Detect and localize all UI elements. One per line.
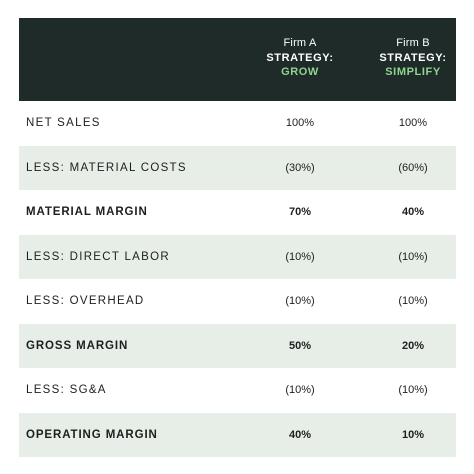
firm-b-name: Firm B (396, 37, 430, 49)
firm-b-value: (10%) (398, 250, 428, 263)
row-label: NET SALES (26, 117, 101, 129)
firm-a-value: (10%) (285, 384, 315, 396)
row-label: LESS: MATERIAL COSTS (26, 161, 187, 174)
firm-b-column-header: Firm B STRATEGY: SIMPLIFY (358, 36, 468, 80)
firm-b-value: 20% (401, 339, 425, 352)
firm-b-value: (60%) (398, 161, 428, 174)
table-row: MATERIAL MARGIN 70% 40% (19, 190, 456, 235)
row-label: GROSS MARGIN (26, 339, 129, 352)
table-row: OPERATING MARGIN 40% 10% (19, 412, 456, 457)
row-label: OPERATING MARGIN (26, 428, 158, 441)
table-row: GROSS MARGIN 50% 20% (19, 323, 456, 368)
firm-a-value: (30%) (285, 161, 315, 174)
firm-b-value: 10% (401, 428, 425, 441)
firm-a-value: (10%) (285, 250, 315, 263)
firm-a-value: (10%) (285, 295, 315, 307)
firm-b-strategy-label: STRATEGY: (379, 51, 447, 64)
firm-b-strategy-name: SIMPLIFY (385, 66, 441, 78)
margin-comparison-table: Firm A STRATEGY: GROW Firm B STRATEGY: S… (19, 18, 456, 457)
table-row: LESS: DIRECT LABOR (10%) (10%) (19, 234, 456, 279)
firm-a-name: Firm A (283, 37, 317, 49)
firm-a-strategy-name: GROW (281, 66, 319, 78)
table-row: NET SALES 100% 100% (19, 101, 456, 146)
firm-b-value: (10%) (398, 384, 428, 396)
table-row: LESS: MATERIAL COSTS (30%) (60%) (19, 145, 456, 190)
row-label: LESS: OVERHEAD (26, 295, 145, 307)
firm-b-value: 100% (398, 117, 428, 129)
table-row: LESS: SG&A (10%) (10%) (19, 368, 456, 413)
firm-a-value: 70% (288, 206, 312, 218)
row-label: LESS: SG&A (26, 384, 107, 396)
row-label: LESS: DIRECT LABOR (26, 250, 170, 263)
table-header: Firm A STRATEGY: GROW Firm B STRATEGY: S… (19, 18, 456, 101)
firm-a-value: 40% (288, 428, 312, 441)
firm-a-value: 100% (285, 117, 315, 129)
row-label: MATERIAL MARGIN (26, 206, 148, 218)
firm-b-value: (10%) (398, 295, 428, 307)
table-row: LESS: OVERHEAD (10%) (10%) (19, 279, 456, 324)
firm-a-column-header: Firm A STRATEGY: GROW (245, 36, 355, 80)
firm-a-strategy-label: STRATEGY: (266, 51, 334, 64)
firm-b-value: 40% (401, 206, 425, 218)
firm-a-value: 50% (288, 339, 312, 352)
